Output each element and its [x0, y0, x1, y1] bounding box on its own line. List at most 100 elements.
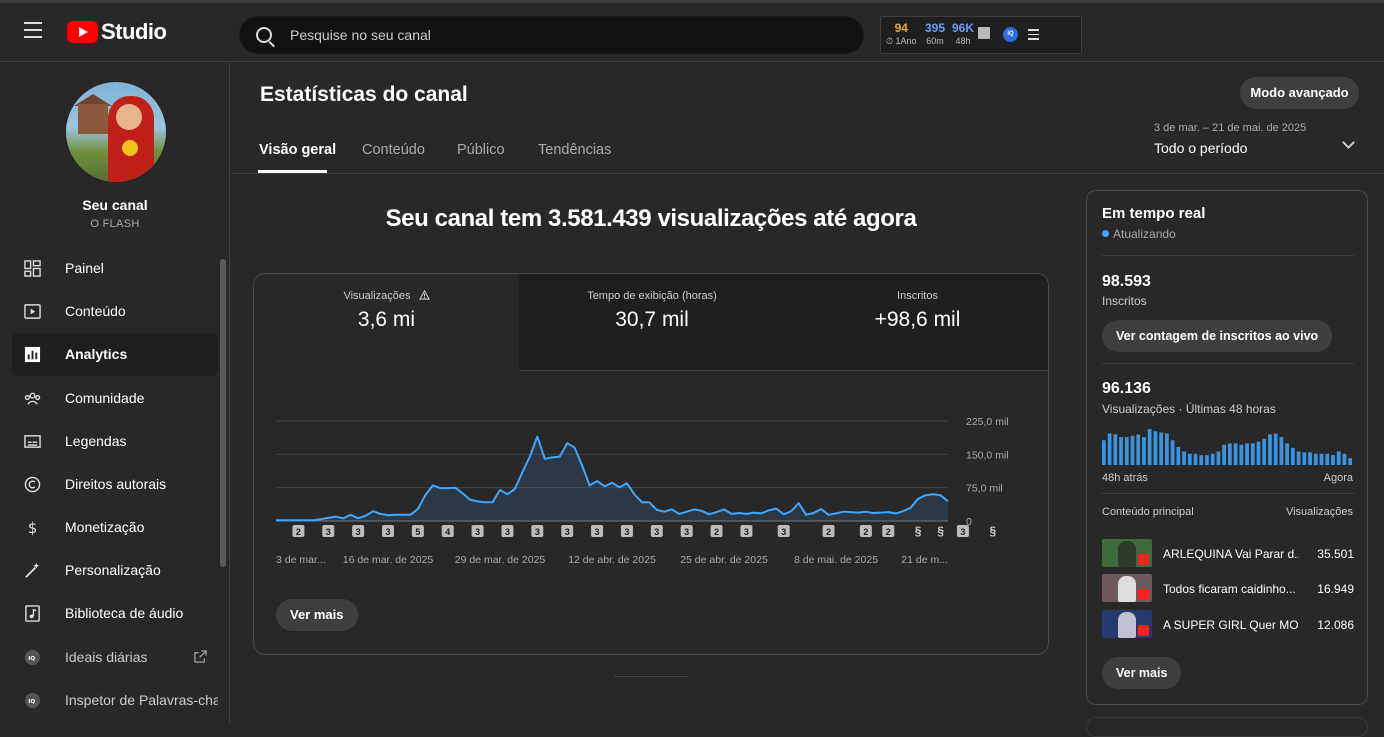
upload-marker[interactable]: 3: [740, 525, 753, 537]
metric-watch-time[interactable]: Tempo de exibição (horas) 30,7 mil: [519, 274, 785, 371]
realtime-see-more-button[interactable]: Ver mais: [1102, 657, 1182, 689]
realtime-bar[interactable]: [1279, 437, 1284, 465]
period-selector[interactable]: 3 de mar. – 21 de mai. de 2025 Todo o pe…: [1154, 122, 1355, 156]
realtime-bar[interactable]: [1147, 429, 1152, 465]
realtime-bar[interactable]: [1342, 453, 1347, 465]
tab-publico[interactable]: Público: [457, 142, 505, 158]
tab-visao-geral[interactable]: Visão geral: [259, 142, 337, 158]
realtime-bar[interactable]: [1113, 434, 1118, 465]
list-item[interactable]: Todos ficaram caidinho... 16.949: [1102, 574, 1354, 604]
realtime-bar[interactable]: [1142, 437, 1146, 465]
search-input[interactable]: [290, 17, 850, 53]
sidebar-item-direitos-autorais[interactable]: Direitos autorais: [12, 463, 218, 506]
realtime-bars-chart[interactable]: [1102, 429, 1354, 465]
realtime-bar[interactable]: [1222, 444, 1226, 465]
realtime-bar[interactable]: [1262, 438, 1267, 465]
warning-icon[interactable]: [418, 289, 430, 300]
upload-marker[interactable]: 3: [322, 525, 335, 537]
realtime-bar[interactable]: [1119, 437, 1123, 465]
realtime-bar[interactable]: [1256, 441, 1261, 465]
upload-marker[interactable]: 4: [441, 525, 454, 537]
realtime-bar[interactable]: [1199, 455, 1204, 465]
realtime-bar[interactable]: [1153, 431, 1158, 465]
realtime-bar[interactable]: [1245, 443, 1249, 465]
sidebar-item-personalizacao[interactable]: Personalização: [12, 549, 218, 592]
realtime-bar[interactable]: [1136, 434, 1141, 465]
realtime-bar[interactable]: [1193, 453, 1198, 465]
realtime-bar[interactable]: [1228, 443, 1232, 465]
upload-marker[interactable]: 3: [650, 525, 663, 537]
sidebar-scrollbar[interactable]: [220, 259, 226, 567]
shorts-marker[interactable]: §: [935, 524, 947, 538]
upload-marker[interactable]: 2: [710, 525, 723, 537]
realtime-bar[interactable]: [1216, 451, 1221, 466]
upload-marker[interactable]: 3: [956, 525, 969, 537]
metric-subscribers[interactable]: Inscritos +98,6 mil: [785, 274, 1048, 371]
studio-logo[interactable]: Studio: [67, 19, 167, 45]
upload-marker[interactable]: 3: [591, 525, 604, 537]
upload-marker[interactable]: 3: [777, 525, 790, 537]
sidebar-item-ideais-diarias[interactable]: IQ Ideais diárias: [12, 636, 218, 679]
realtime-bar[interactable]: [1210, 453, 1215, 465]
realtime-bar[interactable]: [1124, 437, 1129, 465]
menu-icon[interactable]: [24, 22, 42, 38]
realtime-bar[interactable]: [1102, 440, 1106, 465]
sidebar-item-painel[interactable]: Painel: [12, 247, 218, 290]
realtime-bar[interactable]: [1273, 433, 1278, 466]
realtime-bar[interactable]: [1159, 432, 1163, 465]
sidebar-item-biblioteca-de-audio[interactable]: Biblioteca de áudio: [12, 592, 218, 635]
realtime-bar[interactable]: [1170, 440, 1175, 465]
upload-marker[interactable]: 2: [822, 525, 835, 537]
upload-marker[interactable]: 2: [859, 525, 872, 537]
realtime-bar[interactable]: [1239, 444, 1244, 465]
views-chart[interactable]: 225,0 mil 150,0 mil 75,0 mil 0 2 3 3 3 5 4 3 3 3 3 3 3 3…: [254, 371, 1049, 601]
tab-conteudo[interactable]: Conteúdo: [362, 142, 425, 158]
iq-icon[interactable]: IQ: [1003, 27, 1018, 42]
realtime-bar[interactable]: [1233, 443, 1238, 465]
realtime-bar[interactable]: [1336, 451, 1341, 466]
upload-marker[interactable]: 3: [620, 525, 633, 537]
realtime-bar[interactable]: [1107, 433, 1112, 466]
upload-marker[interactable]: 5: [411, 525, 424, 537]
realtime-bar[interactable]: [1250, 443, 1255, 465]
realtime-bar[interactable]: [1268, 434, 1272, 465]
bar-chart-icon[interactable]: [978, 27, 990, 39]
realtime-bar[interactable]: [1296, 451, 1301, 466]
upload-marker[interactable]: 3: [471, 525, 484, 537]
realtime-bar[interactable]: [1165, 433, 1169, 466]
realtime-bar[interactable]: [1308, 452, 1312, 465]
realtime-bar[interactable]: [1176, 447, 1181, 465]
see-more-button[interactable]: Ver mais: [276, 599, 358, 631]
list-item[interactable]: ARLEQUINA Vai Parar d... 35.501: [1102, 539, 1354, 569]
shorts-marker[interactable]: §: [912, 524, 924, 538]
realtime-bar[interactable]: [1182, 451, 1186, 466]
realtime-bar[interactable]: [1291, 447, 1295, 465]
realtime-bar[interactable]: [1325, 453, 1330, 465]
sidebar-item-inspetor-de-palavras[interactable]: IQ Inspetor de Palavras-chav: [12, 679, 218, 722]
realtime-bar[interactable]: [1285, 443, 1289, 465]
sidebar-item-legendas[interactable]: Legendas: [12, 420, 218, 463]
shorts-marker[interactable]: §: [987, 524, 999, 538]
live-subscriber-count-button[interactable]: Ver contagem de inscritos ao vivo: [1102, 320, 1333, 352]
realtime-bar[interactable]: [1348, 458, 1352, 465]
advanced-mode-button[interactable]: Modo avançado: [1240, 77, 1359, 109]
upload-marker[interactable]: 3: [680, 525, 693, 537]
tab-tendencias[interactable]: Tendências: [538, 142, 612, 158]
sidebar-item-comunidade[interactable]: Comunidade: [12, 377, 218, 420]
upload-marker[interactable]: 3: [561, 525, 574, 537]
sidebar-item-conteudo[interactable]: Conteúdo: [12, 290, 218, 333]
channel-avatar[interactable]: [66, 82, 166, 182]
search-box[interactable]: [239, 16, 864, 54]
upload-marker[interactable]: 2: [882, 525, 895, 537]
upload-marker[interactable]: 3: [352, 525, 365, 537]
realtime-bar[interactable]: [1331, 455, 1335, 465]
realtime-bar[interactable]: [1302, 452, 1307, 465]
realtime-bar[interactable]: [1205, 455, 1209, 465]
upload-marker[interactable]: 3: [531, 525, 544, 537]
upload-marker[interactable]: 3: [501, 525, 514, 537]
extension-menu-icon[interactable]: [1028, 29, 1039, 43]
realtime-bar[interactable]: [1313, 453, 1318, 465]
extension-widget[interactable]: 94 ⏱ 1Ano 395 60m 96K 48h IQ: [880, 16, 1082, 54]
list-item[interactable]: A SUPER GIRL Quer MO... 12.086: [1102, 610, 1354, 640]
realtime-bar[interactable]: [1187, 453, 1192, 465]
